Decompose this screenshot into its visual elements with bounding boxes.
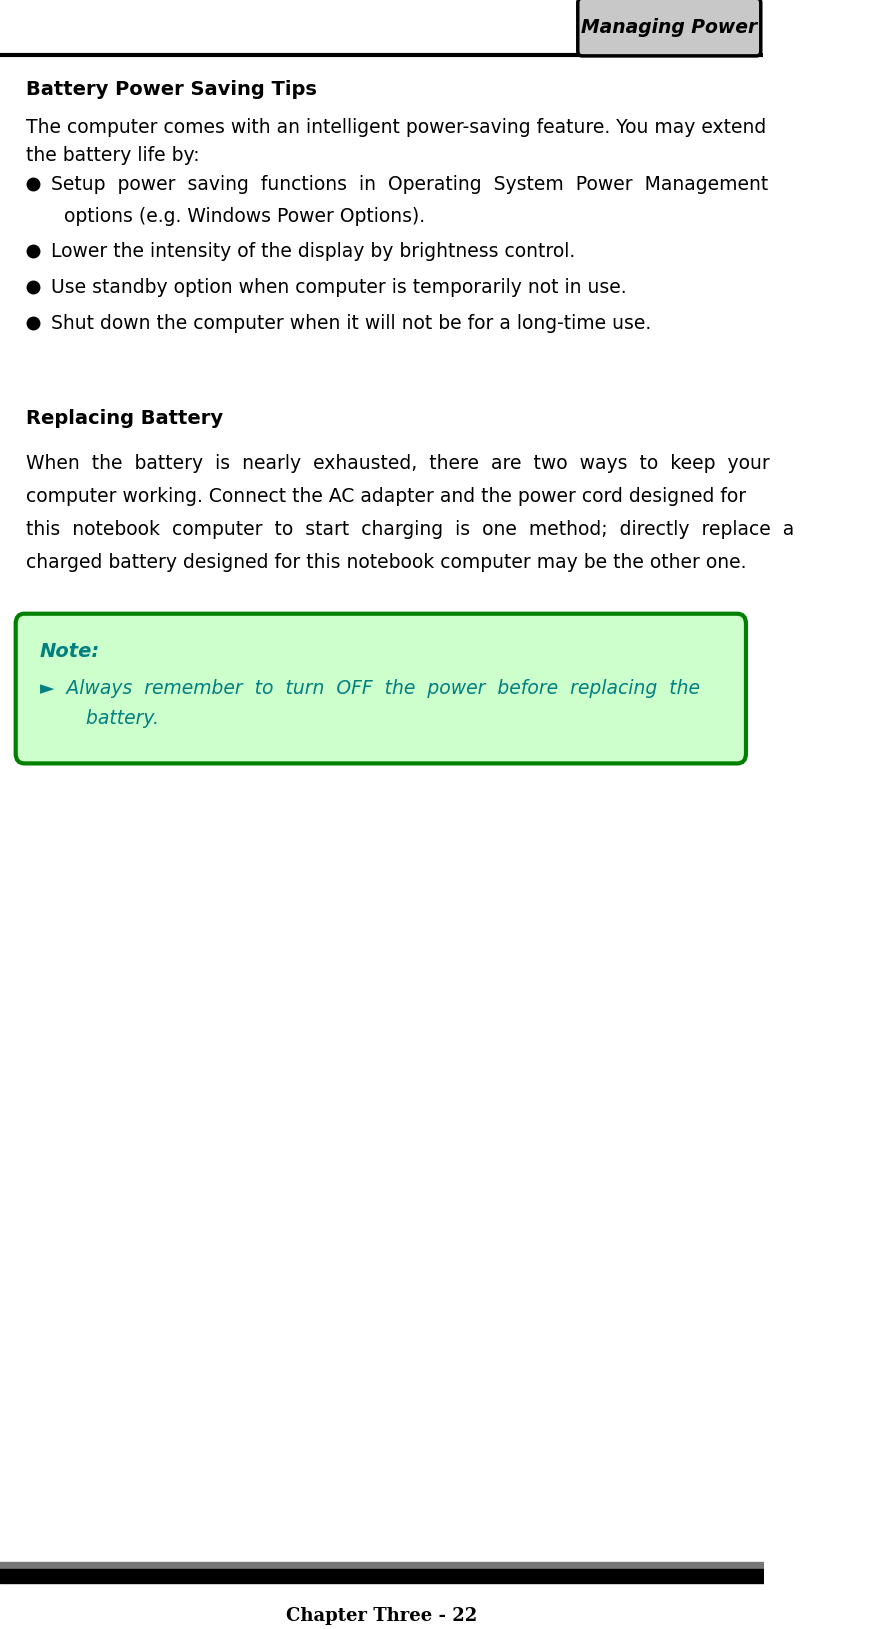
Text: Lower the intensity of the display by brightness control.: Lower the intensity of the display by br… bbox=[51, 243, 575, 262]
Text: ►  Always  remember  to  turn  OFF  the  power  before  replacing  the: ► Always remember to turn OFF the power … bbox=[40, 679, 700, 697]
Text: charged battery designed for this notebook computer may be the other one.: charged battery designed for this notebo… bbox=[26, 552, 746, 572]
Text: Shut down the computer when it will not be for a long-time use.: Shut down the computer when it will not … bbox=[51, 314, 651, 334]
Text: this  notebook  computer  to  start  charging  is  one  method;  directly  repla: this notebook computer to start charging… bbox=[26, 520, 795, 539]
Text: computer working. Connect the AC adapter and the power cord designed for: computer working. Connect the AC adapter… bbox=[26, 487, 746, 507]
Text: Managing Power: Managing Power bbox=[581, 18, 758, 37]
FancyBboxPatch shape bbox=[578, 0, 760, 55]
Text: options (e.g. Windows Power Options).: options (e.g. Windows Power Options). bbox=[65, 207, 426, 225]
Text: Note:: Note: bbox=[40, 642, 100, 661]
FancyBboxPatch shape bbox=[16, 614, 746, 764]
Text: Replacing Battery: Replacing Battery bbox=[26, 409, 223, 428]
Text: the battery life by:: the battery life by: bbox=[26, 145, 200, 165]
Text: When  the  battery  is  nearly  exhausted,  there  are  two  ways  to  keep  you: When the battery is nearly exhausted, th… bbox=[26, 454, 770, 472]
Text: Battery Power Saving Tips: Battery Power Saving Tips bbox=[26, 80, 317, 99]
Text: Setup  power  saving  functions  in  Operating  System  Power  Management: Setup power saving functions in Operatin… bbox=[51, 174, 767, 194]
Text: Use standby option when computer is temporarily not in use.: Use standby option when computer is temp… bbox=[51, 279, 626, 298]
Text: The computer comes with an intelligent power-saving feature. You may extend: The computer comes with an intelligent p… bbox=[26, 117, 766, 137]
Text: Chapter Three - 22: Chapter Three - 22 bbox=[286, 1606, 477, 1624]
Text: battery.: battery. bbox=[56, 709, 159, 728]
